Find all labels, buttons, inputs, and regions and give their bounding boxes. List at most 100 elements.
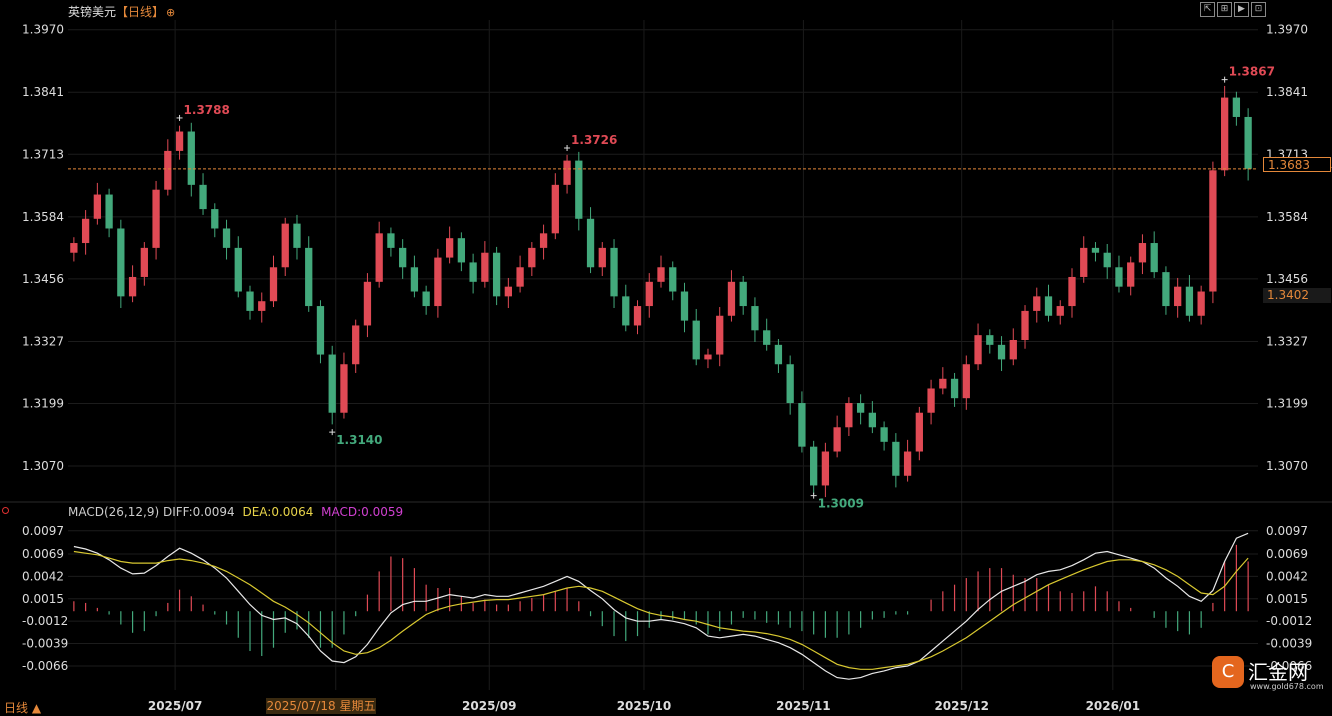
candle-body — [680, 291, 689, 321]
macd-header: MACD(26,12,9) DIFF:0.0094 DEA:0.0064 MAC… — [68, 505, 403, 519]
annotation-label: 1.3009 — [818, 497, 864, 511]
candle-body — [986, 335, 994, 345]
y-tick-left: 1.3070 — [22, 459, 64, 473]
candle-body — [622, 296, 630, 326]
candle-body — [962, 364, 970, 399]
candle-body — [258, 301, 266, 311]
candle-body — [739, 281, 747, 307]
candle-body — [927, 388, 935, 413]
candle-body — [810, 446, 818, 486]
candle-body — [140, 247, 148, 277]
candle-body — [974, 335, 982, 365]
candle-body — [1150, 243, 1158, 273]
candle-body — [469, 262, 477, 282]
candle-body — [481, 252, 489, 282]
y-tick-right: 1.3584 — [1266, 210, 1308, 224]
candle-body — [1232, 97, 1241, 117]
macd-tick-left: -0.0039 — [22, 637, 68, 651]
candle-body — [117, 228, 125, 297]
candle-body — [152, 189, 160, 248]
x-tick: 2025/12 — [934, 699, 988, 713]
candle-body — [281, 223, 289, 268]
macd-tick-right: 0.0097 — [1266, 524, 1308, 538]
chart-toolbar: ⇱ ⊞ ▶ ⊡ — [1200, 2, 1266, 17]
candle-body — [410, 267, 419, 292]
logo-url: www.gold678.com — [1250, 682, 1324, 691]
candle-body — [211, 209, 219, 229]
macd-tick-right: -0.0039 — [1266, 637, 1312, 651]
play-icon[interactable]: ▶ — [1234, 2, 1249, 17]
candle-body — [422, 291, 430, 307]
zoom-icon[interactable]: ⊕ — [166, 6, 176, 19]
candle-body — [1197, 291, 1205, 316]
candle-body — [856, 403, 865, 413]
macd-tick-right: -0.0012 — [1266, 614, 1312, 628]
macd-tick-right: 0.0015 — [1266, 592, 1308, 606]
candle-body — [821, 451, 830, 486]
logo-text: 汇金网 — [1248, 660, 1308, 684]
candle-body — [1056, 306, 1064, 316]
macd-dea-line — [73, 550, 1249, 670]
candle-body — [892, 441, 900, 476]
candle-body — [175, 131, 184, 151]
candle-body — [950, 378, 959, 399]
candle-body — [774, 344, 783, 365]
y-tick-right: 1.3456 — [1266, 272, 1308, 286]
candle-body — [328, 354, 336, 413]
candle-body — [305, 247, 313, 307]
candle-body — [316, 306, 325, 355]
logo: C 汇金网 www.gold678.com — [1212, 656, 1324, 691]
candle-body — [81, 218, 90, 244]
grid-icon[interactable]: ⊞ — [1217, 2, 1232, 17]
symbol-name: 英镑美元 — [68, 5, 117, 19]
x-tick: 2025/11 — [776, 699, 830, 713]
candle-body — [352, 325, 360, 365]
candle-body — [363, 281, 372, 326]
candle-body — [105, 194, 113, 229]
macd-tick-left: -0.0066 — [22, 659, 68, 673]
current-price-label: 1.3683 — [1263, 157, 1331, 172]
candle-body — [575, 160, 583, 219]
period-label[interactable]: 【日线】 — [116, 5, 165, 19]
macd-tick-right: 0.0069 — [1266, 547, 1308, 561]
candle-body — [445, 238, 454, 258]
candle-body — [164, 150, 172, 190]
logo-icon: C — [1212, 656, 1244, 688]
x-tick: 2026/01 — [1086, 699, 1140, 713]
period-tab[interactable]: 日线 ▲ — [4, 701, 42, 715]
candle-body — [1162, 272, 1170, 307]
candle-body — [199, 184, 207, 210]
candle-body — [716, 315, 724, 355]
candle-body — [692, 320, 700, 360]
x-tick: 2025/09 — [462, 699, 516, 713]
annotation-label: 1.3726 — [571, 133, 617, 147]
candle-body — [845, 403, 853, 428]
macd-name: MACD(26,12,9) — [68, 505, 160, 519]
candle-body — [516, 267, 524, 287]
candle-body — [93, 194, 101, 219]
candle-body — [763, 330, 771, 345]
macd-diff: DIFF:0.0094 — [162, 505, 235, 519]
candle-body — [1127, 262, 1135, 287]
candle-body — [1138, 243, 1147, 263]
indicator-dot-icon[interactable] — [2, 507, 9, 514]
y-tick-left: 1.3970 — [22, 23, 64, 37]
macd-tick-left: 0.0069 — [22, 547, 64, 561]
candle-body — [1185, 286, 1194, 316]
chart-title: 英镑美元【日线】 ⊕ — [68, 3, 175, 20]
candle-body — [128, 276, 137, 297]
candle-body — [1244, 116, 1252, 169]
macd-tick-left: 0.0042 — [22, 569, 64, 583]
candle-body — [704, 354, 712, 360]
candle-body — [234, 247, 242, 292]
y-tick-left: 1.3199 — [22, 397, 64, 411]
candle-body — [1115, 267, 1123, 287]
candle-body — [786, 364, 794, 404]
y-tick-left: 1.3327 — [22, 334, 64, 348]
candle-body — [1209, 170, 1217, 292]
y-tick-right: 1.3199 — [1266, 397, 1308, 411]
fullscreen-icon[interactable]: ⇱ — [1200, 2, 1215, 17]
candle-body — [1091, 247, 1100, 253]
window-icon[interactable]: ⊡ — [1251, 2, 1266, 17]
